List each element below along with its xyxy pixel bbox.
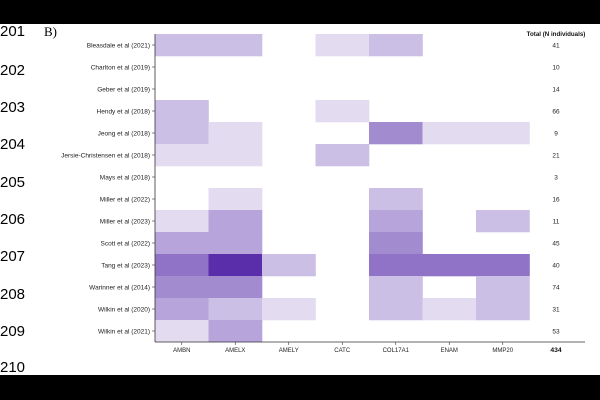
heatmap-cell — [208, 232, 263, 255]
heatmap-cell — [369, 276, 423, 299]
y-tick-label: Charlton et al (2019) — [91, 64, 150, 71]
heatmap-cell — [208, 34, 263, 57]
total-value: 45 — [552, 240, 560, 247]
x-tick-label: AMELY — [279, 348, 299, 354]
total-value: 53 — [552, 328, 560, 335]
total-value: 11 — [553, 218, 560, 225]
heatmap-cell — [155, 100, 209, 123]
y-tick-label: Scott et al (2022) — [101, 240, 151, 247]
heatmap-cell — [208, 122, 263, 145]
heatmap-cell — [262, 298, 316, 321]
heatmap-cell — [155, 320, 209, 343]
heatmap-cell — [422, 122, 477, 145]
total-value: 41 — [552, 42, 560, 49]
heatmap-cell — [208, 210, 263, 233]
panel-label: B) — [44, 24, 57, 39]
x-tick-label: AMBN — [173, 348, 190, 354]
total-value: 21 — [552, 152, 560, 159]
page: 201 202 203 204 205 206 207 208 209 210 … — [0, 24, 600, 375]
heatmap-chart: Bleasdale et al (2021) Charlton et al (20… — [61, 31, 586, 354]
heatmap-cell — [155, 122, 209, 145]
heatmap-cell — [155, 298, 209, 321]
heatmap-cell — [476, 210, 530, 233]
heatmap-cell — [476, 254, 530, 277]
heatmap-cells — [155, 34, 530, 343]
heatmap-cell — [476, 298, 530, 321]
line-number: 207 — [0, 248, 26, 265]
heatmap-cell — [422, 298, 477, 321]
heatmap-cell — [315, 144, 370, 167]
total-value: 16 — [552, 196, 560, 203]
x-tick-label: ENAM — [441, 348, 458, 354]
y-tick-label: Tang et al (2023) — [101, 262, 150, 269]
heatmap-cell — [369, 210, 423, 233]
line-number: 206 — [0, 211, 26, 228]
heatmap-cell — [369, 254, 423, 277]
heatmap-cell — [315, 100, 370, 123]
totals-header: Total (N individuals) — [527, 31, 586, 38]
heatmap-cell — [155, 276, 209, 299]
y-tick-label: Jersie-Christensen et al (2018) — [61, 152, 150, 159]
x-tick-label: AMELX — [225, 348, 245, 354]
heatmap-cell — [476, 276, 530, 299]
y-tick-label: Jeong et al (2018) — [98, 130, 150, 137]
chart-axes — [152, 34, 585, 345]
y-tick-label: Miller et al (2023) — [100, 218, 150, 225]
y-tick-label: Wilkin et al (2020) — [98, 306, 150, 313]
line-number: 201 — [0, 24, 26, 40]
total-value: 14 — [552, 86, 560, 93]
heatmap-cell — [155, 232, 209, 255]
heatmap-cell — [476, 122, 530, 145]
heatmap-cell — [208, 254, 263, 277]
heatmap-cell — [262, 254, 316, 277]
y-tick-label: Hendy et al (2018) — [97, 108, 150, 115]
total-value: 9 — [554, 130, 558, 137]
heatmap-cell — [155, 210, 209, 233]
line-number: 202 — [0, 62, 26, 79]
y-tick-label: Wilkin et al (2021) — [98, 328, 150, 335]
total-value: 31 — [552, 306, 560, 313]
x-tick-label: MMP20 — [492, 348, 513, 354]
grand-total: 434 — [550, 347, 562, 354]
heatmap-cell — [155, 254, 209, 277]
line-number: 203 — [0, 99, 26, 116]
line-number: 205 — [0, 174, 26, 191]
total-value: 66 — [552, 108, 560, 115]
y-tick-label: Warinner et al (2014) — [89, 284, 150, 291]
heatmap-cell — [208, 298, 263, 321]
line-number: 204 — [0, 136, 26, 153]
line-number: 208 — [0, 286, 26, 303]
total-value: 40 — [552, 262, 560, 269]
totals-column: Total (N individuals) 41 10 14 66 9 21 3 16 11 45 4… — [527, 31, 586, 354]
heatmap-cell — [369, 232, 423, 255]
y-tick-label: Bleasdale et al (2021) — [87, 42, 150, 49]
y-tick-label: Mays et al (2018) — [100, 174, 150, 181]
heatmap-cell — [208, 276, 263, 299]
line-number: 210 — [0, 359, 26, 376]
y-axis-labels: Bleasdale et al (2021) Charlton et al (20… — [61, 42, 150, 335]
heatmap-cell — [369, 122, 423, 145]
y-tick-label: Miller et al (2022) — [100, 196, 150, 203]
total-value: 74 — [552, 284, 560, 291]
x-axis-labels: AMBN AMELX AMELY CATC COL17A1 ENAM MMP20 — [173, 348, 514, 354]
heatmap-cell — [369, 188, 423, 211]
heatmap-cell — [208, 188, 263, 211]
heatmap-cell — [422, 254, 477, 277]
heatmap-cell — [369, 34, 423, 57]
x-tick-label: CATC — [334, 348, 351, 354]
heatmap-cell — [208, 320, 263, 343]
y-tick-label: Geber et al (2019) — [97, 86, 150, 93]
x-tick-label: COL17A1 — [383, 348, 410, 354]
heatmap-cell — [155, 144, 209, 167]
heatmap-cell — [315, 34, 370, 57]
line-number: 209 — [0, 323, 26, 340]
heatmap-cell — [208, 144, 263, 167]
heatmap-cell — [369, 298, 423, 321]
heatmap-cell — [155, 34, 209, 57]
total-value: 10 — [552, 64, 560, 71]
total-value: 3 — [554, 174, 558, 181]
